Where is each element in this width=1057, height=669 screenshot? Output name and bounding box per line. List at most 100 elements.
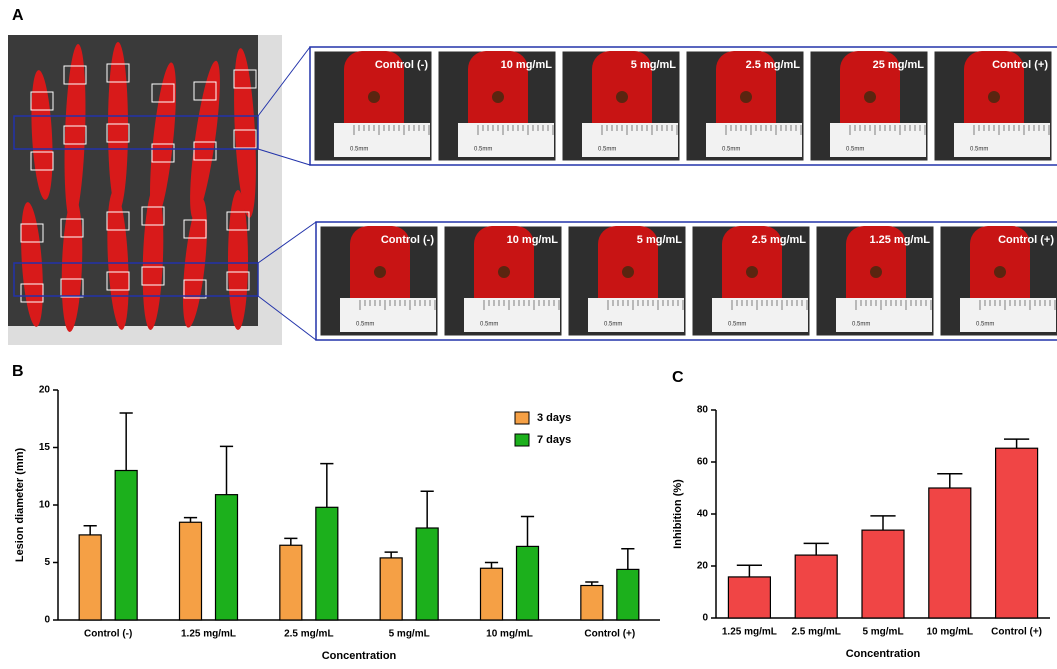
pepper — [108, 42, 128, 212]
photo-label: Control (+) — [992, 59, 1048, 71]
lesion — [368, 91, 380, 103]
error-bar — [120, 413, 133, 471]
ruler — [340, 298, 436, 332]
bar — [316, 507, 338, 620]
bar — [517, 546, 539, 620]
bar — [416, 528, 438, 620]
lesion — [994, 266, 1006, 278]
error-bar — [84, 526, 97, 535]
ruler — [334, 123, 430, 157]
y-tick-label: 0 — [702, 613, 708, 624]
y-tick-label: 10 — [39, 500, 51, 511]
y-tick-label: 5 — [44, 557, 50, 568]
y-tick-label: 20 — [39, 385, 51, 396]
x-tick-label: 1.25 mg/mL — [722, 627, 777, 638]
panel-label: B — [12, 363, 24, 380]
ruler — [960, 298, 1056, 332]
ruler-label: 0.5mm — [846, 147, 864, 153]
ruler-label: 0.5mm — [604, 322, 622, 328]
error-bar — [870, 516, 895, 530]
ruler — [458, 123, 554, 157]
ruler-label: 0.5mm — [852, 322, 870, 328]
bar — [216, 495, 238, 620]
lesion — [374, 266, 386, 278]
error-bar — [485, 563, 498, 569]
x-axis-title: Concentration — [322, 650, 397, 662]
bar — [929, 488, 971, 618]
x-tick-label: 1.25 mg/mL — [181, 629, 236, 640]
lesion — [622, 266, 634, 278]
error-bar — [220, 446, 233, 494]
ruler-label: 0.5mm — [970, 147, 988, 153]
error-bar — [1004, 439, 1029, 448]
photo-label: 10 mg/mL — [507, 234, 559, 246]
x-tick-label: Control (+) — [991, 627, 1042, 638]
y-tick-label: 80 — [697, 405, 709, 416]
legend-label: 7 days — [537, 434, 571, 446]
bar — [862, 530, 904, 618]
ruler — [954, 123, 1050, 157]
bar — [617, 569, 639, 620]
ruler-label: 0.5mm — [598, 147, 616, 153]
y-tick-label: 20 — [697, 561, 709, 572]
error-bar — [320, 464, 333, 508]
photo-label: 25 mg/mL — [873, 59, 925, 71]
error-bar — [284, 538, 297, 545]
y-axis-title: Lesion diameter (mm) — [14, 448, 26, 563]
bar — [79, 535, 101, 620]
bar — [115, 471, 137, 621]
photo-label: 2.5 mg/mL — [746, 59, 801, 71]
ruler-label: 0.5mm — [356, 322, 374, 328]
legend-swatch — [515, 412, 529, 424]
ruler-label: 0.5mm — [350, 147, 368, 153]
lesion — [492, 91, 504, 103]
lesion — [746, 266, 758, 278]
lesion — [864, 91, 876, 103]
ruler-label: 0.5mm — [722, 147, 740, 153]
y-tick-label: 40 — [697, 509, 709, 520]
x-tick-label: 2.5 mg/mL — [284, 629, 333, 640]
error-bar — [937, 474, 962, 488]
y-tick-label: 0 — [44, 615, 50, 626]
legend-swatch — [515, 434, 529, 446]
ruler — [836, 298, 932, 332]
bar — [581, 586, 603, 621]
ruler-label: 0.5mm — [480, 322, 498, 328]
x-tick-label: 5 mg/mL — [389, 629, 430, 640]
photo-label: Control (-) — [381, 234, 434, 246]
ruler — [712, 298, 808, 332]
x-tick-label: Control (-) — [84, 629, 132, 640]
bar — [280, 545, 302, 620]
overview-photo — [8, 35, 282, 345]
ruler — [464, 298, 560, 332]
panel-label: A — [12, 7, 24, 24]
photo-label: 10 mg/mL — [501, 59, 553, 71]
error-bar — [737, 565, 762, 577]
legend-label: 3 days — [537, 412, 571, 424]
panel-label: C — [672, 369, 684, 386]
photo-label: 5 mg/mL — [637, 234, 683, 246]
ruler-label: 0.5mm — [976, 322, 994, 328]
x-tick-label: Control (+) — [584, 629, 635, 640]
x-tick-label: 5 mg/mL — [862, 627, 903, 638]
lesion — [988, 91, 1000, 103]
photo-label: 5 mg/mL — [631, 59, 677, 71]
x-tick-label: 2.5 mg/mL — [791, 627, 840, 638]
error-bar — [421, 491, 434, 528]
bar — [380, 558, 402, 620]
photo-label: 1.25 mg/mL — [869, 234, 930, 246]
error-bar — [184, 518, 197, 523]
error-bar — [385, 552, 398, 558]
ruler — [830, 123, 926, 157]
lesion — [616, 91, 628, 103]
figure: A B C 0.5mm Control (-) 0.5mm 10 mg/mL 0.5mm… — [0, 0, 1057, 664]
y-axis-title: Inhibition (%) — [672, 479, 684, 549]
error-bar — [804, 543, 829, 555]
error-bar — [621, 549, 634, 570]
x-tick-label: 10 mg/mL — [926, 627, 973, 638]
pepper — [228, 190, 248, 330]
error-bar — [521, 517, 534, 547]
y-tick-label: 60 — [697, 457, 709, 468]
photo-label: 2.5 mg/mL — [752, 234, 807, 246]
bar — [996, 448, 1038, 618]
